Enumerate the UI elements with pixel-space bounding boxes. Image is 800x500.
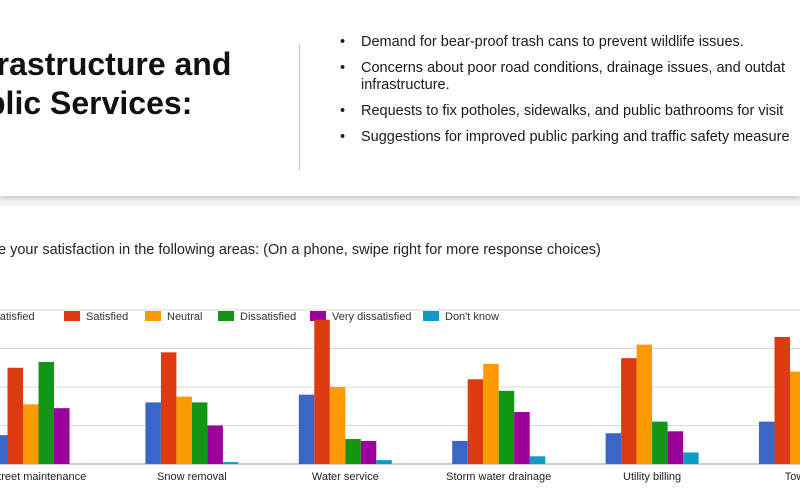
bar [222,462,239,464]
bar [774,336,790,464]
bar [529,456,546,464]
x-tick-label: Storm water drainage [446,471,551,483]
x-tick-label: Town tra [785,471,800,483]
bullet-list: Demand for bear-proof trash cans to prev… [338,34,800,155]
bar [160,352,177,464]
bar [298,394,315,464]
vertical-divider [299,44,300,170]
bar [54,408,70,464]
bar [683,452,699,464]
legend-label: Dissatisfied [240,311,296,323]
bullet-item: Demand for bear-proof trash cans to prev… [338,34,800,51]
heading-line-2: blic Services: [0,85,193,121]
bullet-item: Suggestions for improved public parking … [338,129,800,146]
legend-label: Very dissatisfied [332,311,411,323]
bar [314,319,330,464]
bar [759,421,775,464]
satisfaction-bar-chart: ry satisfied Satisfied Neutral Dissatisfied… [0,309,800,483]
summary-card: frastructure and blic Services: Demand f… [0,0,800,196]
bullet-text-continued: infrastructure. [361,77,450,93]
bar [514,412,530,464]
bar [191,402,208,464]
legend-label: ry satisfied [0,311,35,323]
bullet-item: Requests to fix potholes, sidewalks, and… [338,103,800,120]
bar [23,404,39,464]
bar [176,396,192,464]
legend-swatch [310,311,326,321]
bar [38,361,54,464]
bar [498,390,515,464]
survey-question: e your satisfaction in the following are… [0,242,601,258]
bar [0,435,8,464]
bullet-text: Concerns about poor road conditions, dra… [361,60,786,76]
bar [376,460,392,464]
bar [636,344,653,464]
bar [207,425,223,464]
legend-label: Satisfied [86,311,128,323]
legend-swatch [145,311,161,321]
bar [360,440,377,464]
bar [329,387,346,464]
legend-label: Neutral [167,311,202,323]
bar [7,367,23,464]
bar [483,363,499,464]
bar [605,433,622,464]
bar [790,371,800,464]
survey-chart-panel: e your satisfaction in the following are… [0,206,800,500]
bar [452,440,468,464]
bullet-item: Concerns about poor road conditions, dra… [338,60,800,94]
bar [345,438,361,464]
bar [667,431,684,464]
x-tick-label: Water service [312,471,379,483]
x-tick-label: Street maintenance [0,471,86,483]
bar [652,421,668,464]
legend-swatch [218,311,234,321]
bar [467,379,484,464]
heading-line-1: frastructure and [0,46,232,82]
legend-swatch [64,311,80,321]
bar [621,358,637,464]
legend-swatch [423,311,439,321]
x-tick-label: Utility billing [623,471,681,483]
bar [145,402,161,464]
x-tick-label: Snow removal [157,471,227,483]
section-heading: frastructure and blic Services: [0,45,276,123]
legend-label: Don't know [445,311,499,323]
